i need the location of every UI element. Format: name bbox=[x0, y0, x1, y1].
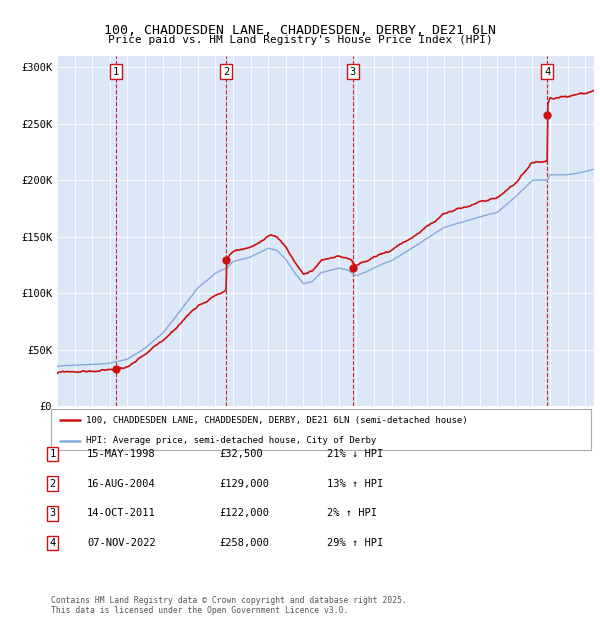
Text: 4: 4 bbox=[50, 538, 56, 548]
Text: 100, CHADDESDEN LANE, CHADDESDEN, DERBY, DE21 6LN (semi-detached house): 100, CHADDESDEN LANE, CHADDESDEN, DERBY,… bbox=[86, 415, 468, 425]
Text: £258,000: £258,000 bbox=[219, 538, 269, 548]
Text: 07-NOV-2022: 07-NOV-2022 bbox=[87, 538, 156, 548]
Text: 16-AUG-2004: 16-AUG-2004 bbox=[87, 479, 156, 489]
Text: HPI: Average price, semi-detached house, City of Derby: HPI: Average price, semi-detached house,… bbox=[86, 436, 376, 445]
Text: 2% ↑ HPI: 2% ↑ HPI bbox=[327, 508, 377, 518]
Text: £129,000: £129,000 bbox=[219, 479, 269, 489]
Text: 29% ↑ HPI: 29% ↑ HPI bbox=[327, 538, 383, 548]
Text: 13% ↑ HPI: 13% ↑ HPI bbox=[327, 479, 383, 489]
Text: £122,000: £122,000 bbox=[219, 508, 269, 518]
Text: 4: 4 bbox=[544, 66, 550, 76]
Text: 14-OCT-2011: 14-OCT-2011 bbox=[87, 508, 156, 518]
Text: 2: 2 bbox=[50, 479, 56, 489]
Text: 21% ↓ HPI: 21% ↓ HPI bbox=[327, 449, 383, 459]
Text: 15-MAY-1998: 15-MAY-1998 bbox=[87, 449, 156, 459]
Text: Price paid vs. HM Land Registry's House Price Index (HPI): Price paid vs. HM Land Registry's House … bbox=[107, 35, 493, 45]
Text: 1: 1 bbox=[113, 66, 119, 76]
Text: 2: 2 bbox=[223, 66, 230, 76]
Text: 100, CHADDESDEN LANE, CHADDESDEN, DERBY, DE21 6LN: 100, CHADDESDEN LANE, CHADDESDEN, DERBY,… bbox=[104, 24, 496, 37]
Text: 1: 1 bbox=[50, 449, 56, 459]
Text: Contains HM Land Registry data © Crown copyright and database right 2025.
This d: Contains HM Land Registry data © Crown c… bbox=[51, 596, 407, 615]
Text: 3: 3 bbox=[50, 508, 56, 518]
Text: £32,500: £32,500 bbox=[219, 449, 263, 459]
Text: 3: 3 bbox=[349, 66, 356, 76]
